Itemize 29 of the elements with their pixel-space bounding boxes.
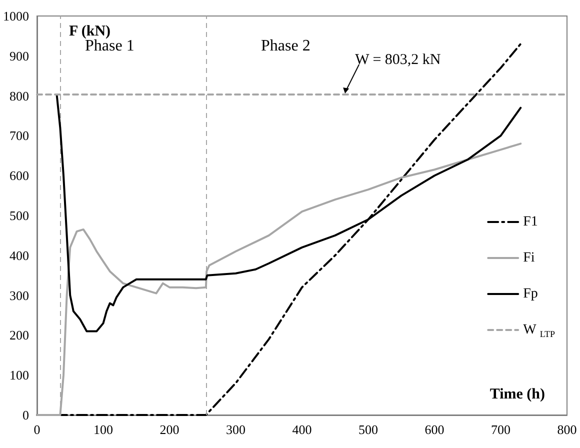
annotation: W = 803,2 kN [355, 52, 441, 68]
annotation: Phase 1 [85, 38, 134, 54]
x-tick-label: 400 [292, 422, 312, 437]
y-tick-label: 1000 [3, 8, 29, 24]
y-tick-label: 700 [10, 128, 29, 144]
legend-label: W LTP [523, 322, 556, 339]
legend-label: Fi [523, 250, 535, 266]
x-axis-title: Time (h) [490, 386, 546, 402]
y-tick-label: 500 [10, 208, 29, 223]
legend-label: F1 [523, 214, 538, 230]
x-tick-label: 700 [491, 422, 510, 437]
x-tick-label: 0 [34, 422, 40, 437]
y-tick-label: 800 [10, 88, 29, 104]
x-tick-label: 100 [94, 422, 113, 437]
y-tick-label: 300 [10, 288, 29, 303]
y-tick-label: 100 [10, 368, 29, 383]
x-tick-label: 500 [358, 422, 378, 437]
y-tick-label: 0 [22, 408, 29, 422]
y-tick-label: 400 [10, 248, 29, 263]
y-axis-title: F (kN) [69, 24, 111, 40]
y-tick-label: 200 [10, 328, 29, 343]
y-tick-label: 900 [10, 48, 29, 64]
x-tick-label: 300 [226, 422, 246, 437]
y-tick-label: 600 [10, 168, 29, 184]
x-tick-label: 800 [557, 422, 577, 437]
x-tick-label: 600 [424, 422, 444, 437]
legend-label: Fp [523, 286, 538, 302]
x-tick-label: 200 [160, 422, 180, 437]
annotation: Phase 2 [261, 38, 310, 54]
